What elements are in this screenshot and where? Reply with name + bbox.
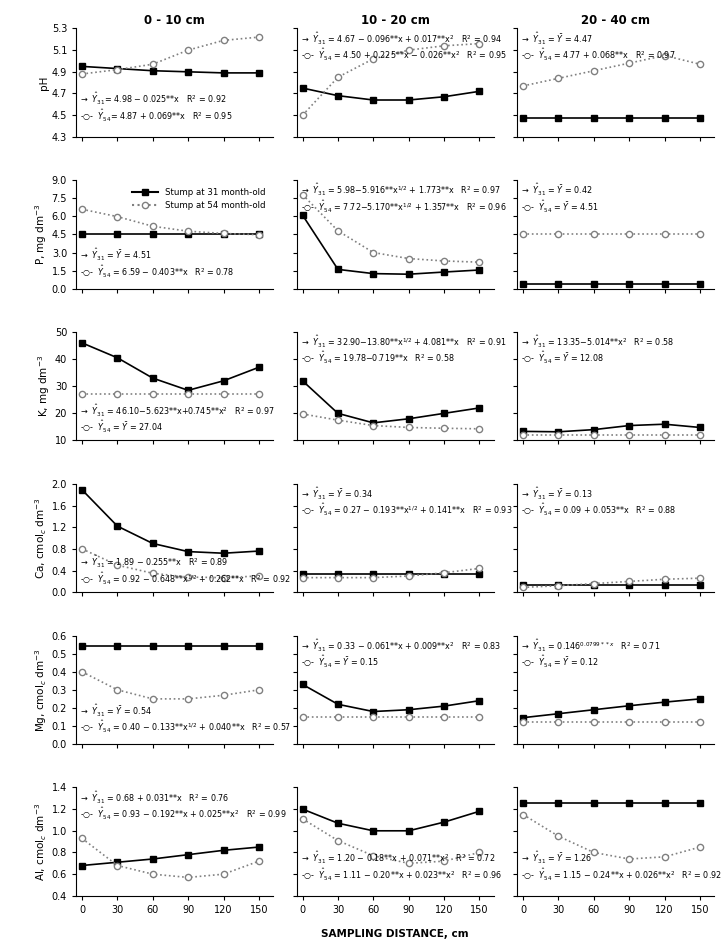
Text: -○-  $\hat{Y}_{54}$ = 1.15 $-$ 0.24**x + 0.026**x$^2$   R$^2$ = 0.92: -○- $\hat{Y}_{54}$ = 1.15 $-$ 0.24**x + … xyxy=(521,866,722,883)
Text: →  $\hat{Y}_{31}$ = 4.67 $-$ 0.096**x + 0.017**x$^2$   R$^2$ = 0.94: → $\hat{Y}_{31}$ = 4.67 $-$ 0.096**x + 0… xyxy=(301,30,501,46)
Text: →  $\hat{Y}_{31}$ = $\bar{Y}$ = 0.34: → $\hat{Y}_{31}$ = $\bar{Y}$ = 0.34 xyxy=(301,486,373,502)
Y-axis label: Ca, cmol$_c$ dm$^{-3}$: Ca, cmol$_c$ dm$^{-3}$ xyxy=(33,497,49,579)
Text: →  $\hat{Y}_{31}$ = 46.10$-$5.623**x+0.745**x$^2$   R$^2$ = 0.97: → $\hat{Y}_{31}$ = 46.10$-$5.623**x+0.74… xyxy=(80,403,275,418)
Title: 10 - 20 cm: 10 - 20 cm xyxy=(360,14,429,27)
Legend: Stump at 31 month-old, Stump at 54 month-old: Stump at 31 month-old, Stump at 54 month… xyxy=(128,185,269,213)
Y-axis label: P, mg dm$^{-3}$: P, mg dm$^{-3}$ xyxy=(33,204,49,265)
Text: →  $\hat{Y}_{31}$ = $\bar{Y}$ = 0.13: → $\hat{Y}_{31}$ = $\bar{Y}$ = 0.13 xyxy=(521,486,593,502)
Text: -○-  $\hat{Y}_{54}$ = 4.77 + 0.068**x   R$^2$ = 0.97: -○- $\hat{Y}_{54}$ = 4.77 + 0.068**x R$^… xyxy=(521,46,676,63)
Text: -○-  $\hat{Y}_{54}$ = 1.11 $-$ 0.20**x + 0.023**x$^2$   R$^2$ = 0.96: -○- $\hat{Y}_{54}$ = 1.11 $-$ 0.20**x + … xyxy=(301,866,502,883)
Text: -○-  $\hat{Y}_{54}$ = $\bar{Y}$ = 0.12: -○- $\hat{Y}_{54}$ = $\bar{Y}$ = 0.12 xyxy=(521,654,599,670)
Text: →  $\hat{Y}_{31}$ = 1.89 $-$ 0.255**x   R$^2$ = 0.89: → $\hat{Y}_{31}$ = 1.89 $-$ 0.255**x R$^… xyxy=(80,555,228,571)
Title: 0 - 10 cm: 0 - 10 cm xyxy=(144,14,205,27)
Text: -○-  $\hat{Y}_{54}$ = 0.92 $-$ 0.648**x$^{1/2}$ + 0.262**x   R$^2$ = 0.92: -○- $\hat{Y}_{54}$ = 0.92 $-$ 0.648**x$^… xyxy=(80,571,291,587)
Text: →  $\hat{Y}_{31}$ = $\bar{Y}$ = 4.47: → $\hat{Y}_{31}$ = $\bar{Y}$ = 4.47 xyxy=(521,30,593,46)
Title: 20 - 40 cm: 20 - 40 cm xyxy=(581,14,650,27)
Y-axis label: Mg, cmol$_c$ dm$^{-3}$: Mg, cmol$_c$ dm$^{-3}$ xyxy=(33,647,49,732)
Text: SAMPLING DISTANCE, cm: SAMPLING DISTANCE, cm xyxy=(321,929,469,939)
Text: -○-  $\hat{Y}_{54}$ = 4.50 + 0.225**x $-$ 0.026**x$^2$   R$^2$ = 0.95: -○- $\hat{Y}_{54}$ = 4.50 + 0.225**x $-$… xyxy=(301,46,507,63)
Y-axis label: pH: pH xyxy=(39,76,49,90)
Text: -○-  $\hat{Y}_{54}$ = $\bar{Y}$ = 27.04: -○- $\hat{Y}_{54}$ = $\bar{Y}$ = 27.04 xyxy=(80,419,163,435)
Text: →  $\hat{Y}_{31}$ = $\bar{Y}$ = 0.42: → $\hat{Y}_{31}$ = $\bar{Y}$ = 0.42 xyxy=(521,182,593,198)
Text: →  $\hat{Y}_{31}$ = 5.98$-$5.916**x$^{1/2}$ + 1.773**x   R$^2$ = 0.97: → $\hat{Y}_{31}$ = 5.98$-$5.916**x$^{1/2… xyxy=(301,182,500,198)
Text: -○-  $\hat{Y}_{54}$ = 7.72$-$5.170**x$^{1/2}$ + 1.357**x   R$^2$ = 0.96: -○- $\hat{Y}_{54}$ = 7.72$-$5.170**x$^{1… xyxy=(301,199,506,214)
Text: -○-  $\hat{Y}_{54}$ = 0.27 $-$ 0.193**x$^{1/2}$ + 0.141**x   R$^2$ = 0.93: -○- $\hat{Y}_{54}$ = 0.27 $-$ 0.193**x$^… xyxy=(301,502,512,519)
Text: -○-  $\hat{Y}_{54}$ = $\bar{Y}$ = 0.15: -○- $\hat{Y}_{54}$ = $\bar{Y}$ = 0.15 xyxy=(301,654,378,670)
Text: →  $\hat{Y}_{31}$= 4.98 $-$ 0.025**x   R$^2$ = 0.92: → $\hat{Y}_{31}$= 4.98 $-$ 0.025**x R$^2… xyxy=(80,91,226,107)
Text: -○-  $\hat{Y}_{54}$ = 19.78$-$0.719**x   R$^2$ = 0.58: -○- $\hat{Y}_{54}$ = 19.78$-$0.719**x R$… xyxy=(301,351,455,367)
Text: →  $\hat{Y}_{31}$ = 0.33 $-$ 0.061**x + 0.009**x$^2$   R$^2$ = 0.83: → $\hat{Y}_{31}$ = 0.33 $-$ 0.061**x + 0… xyxy=(301,638,501,654)
Text: →  $\hat{Y}_{31}$ = 0.146$^{0.0799**x}$   R$^2$ = 0.71: → $\hat{Y}_{31}$ = 0.146$^{0.0799**x}$ R… xyxy=(521,638,660,654)
Text: -○-  $\hat{Y}_{54}$ = 0.93 $-$ 0.192**x + 0.025**x$^2$   R$^2$ = 0.99: -○- $\hat{Y}_{54}$ = 0.93 $-$ 0.192**x +… xyxy=(80,806,286,822)
Text: -○-  $\hat{Y}_{54}$ = 0.40 $-$ 0.133**x$^{1/2}$ + 0.040**x   R$^2$ = 0.57: -○- $\hat{Y}_{54}$ = 0.40 $-$ 0.133**x$^… xyxy=(80,720,291,735)
Text: -○-  $\hat{Y}_{54}$ = $\bar{Y}$ = 4.51: -○- $\hat{Y}_{54}$ = $\bar{Y}$ = 4.51 xyxy=(521,199,599,214)
Text: -○-  $\hat{Y}_{54}$ = $\bar{Y}$ = 12.08: -○- $\hat{Y}_{54}$ = $\bar{Y}$ = 12.08 xyxy=(521,351,604,367)
Text: →  $\hat{Y}_{31}$ = 32.90$-$13.80**x$^{1/2}$ + 4.081**x   R$^2$ = 0.91: → $\hat{Y}_{31}$ = 32.90$-$13.80**x$^{1/… xyxy=(301,335,506,350)
Text: →  $\hat{Y}_{31}$ = 0.68 + 0.031**x   R$^2$ = 0.76: → $\hat{Y}_{31}$ = 0.68 + 0.031**x R$^2$… xyxy=(80,790,228,806)
Text: -○-  $\hat{Y}_{54}$ = 0.09 + 0.053**x   R$^2$ = 0.88: -○- $\hat{Y}_{54}$ = 0.09 + 0.053**x R$^… xyxy=(521,502,676,519)
Text: -○-  $\hat{Y}_{54}$= 4.87 + 0.069**x   R$^2$ = 0.95: -○- $\hat{Y}_{54}$= 4.87 + 0.069**x R$^2… xyxy=(80,107,233,123)
Text: -○-  $\hat{Y}_{54}$ = 6.59 $-$ 0.403**x   R$^2$ = 0.78: -○- $\hat{Y}_{54}$ = 6.59 $-$ 0.403**x R… xyxy=(80,264,234,280)
Text: →  $\hat{Y}_{31}$ = $\bar{Y}$ = 0.54: → $\hat{Y}_{31}$ = $\bar{Y}$ = 0.54 xyxy=(80,702,152,719)
Text: →  $\hat{Y}_{31}$ = 13.35$-$5.014**x$^2$   R$^2$ = 0.58: → $\hat{Y}_{31}$ = 13.35$-$5.014**x$^2$ … xyxy=(521,335,674,350)
Y-axis label: Al, cmol$_c$ dm$^{-3}$: Al, cmol$_c$ dm$^{-3}$ xyxy=(33,803,49,881)
Text: →  $\hat{Y}_{31}$ = 1.20 $-$ 0.18**x + 0.071**x$^2$   R$^2$ = 0.72: → $\hat{Y}_{31}$ = 1.20 $-$ 0.18**x + 0.… xyxy=(301,850,495,866)
Y-axis label: K, mg dm$^{-3}$: K, mg dm$^{-3}$ xyxy=(36,356,52,417)
Text: →  $\hat{Y}_{31}$ = $\bar{Y}$ = 4.51: → $\hat{Y}_{31}$ = $\bar{Y}$ = 4.51 xyxy=(80,247,152,264)
Text: →  $\hat{Y}_{31}$ = $\bar{Y}$ = 1.26: → $\hat{Y}_{31}$ = $\bar{Y}$ = 1.26 xyxy=(521,850,592,866)
